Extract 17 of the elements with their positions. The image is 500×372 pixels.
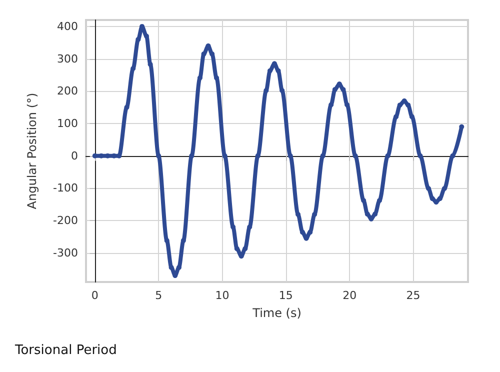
x-tick-label: 20 bbox=[342, 289, 357, 302]
y-tick-label: 400 bbox=[57, 20, 78, 33]
x-tick-label: 0 bbox=[91, 289, 98, 302]
text: Torsional Period bbox=[14, 343, 117, 358]
y-axis-title: Angular Position (°) bbox=[25, 92, 39, 210]
x-tick-label: 25 bbox=[406, 289, 420, 302]
x-tick-label: 10 bbox=[215, 289, 230, 302]
y-tick-label: -300 bbox=[53, 246, 78, 260]
y-tick-label: -100 bbox=[53, 182, 78, 195]
y-tick-label: 200 bbox=[57, 84, 78, 98]
y-tick-label: 100 bbox=[57, 117, 78, 130]
y-tick-label: 300 bbox=[57, 52, 78, 66]
y-tick-label: -200 bbox=[53, 214, 78, 228]
x-tick-label: 15 bbox=[278, 289, 293, 302]
y-tick-label: 0 bbox=[71, 149, 78, 162]
x-tick-label: 5 bbox=[155, 289, 162, 302]
x-axis-title: Time (s) bbox=[252, 306, 302, 320]
